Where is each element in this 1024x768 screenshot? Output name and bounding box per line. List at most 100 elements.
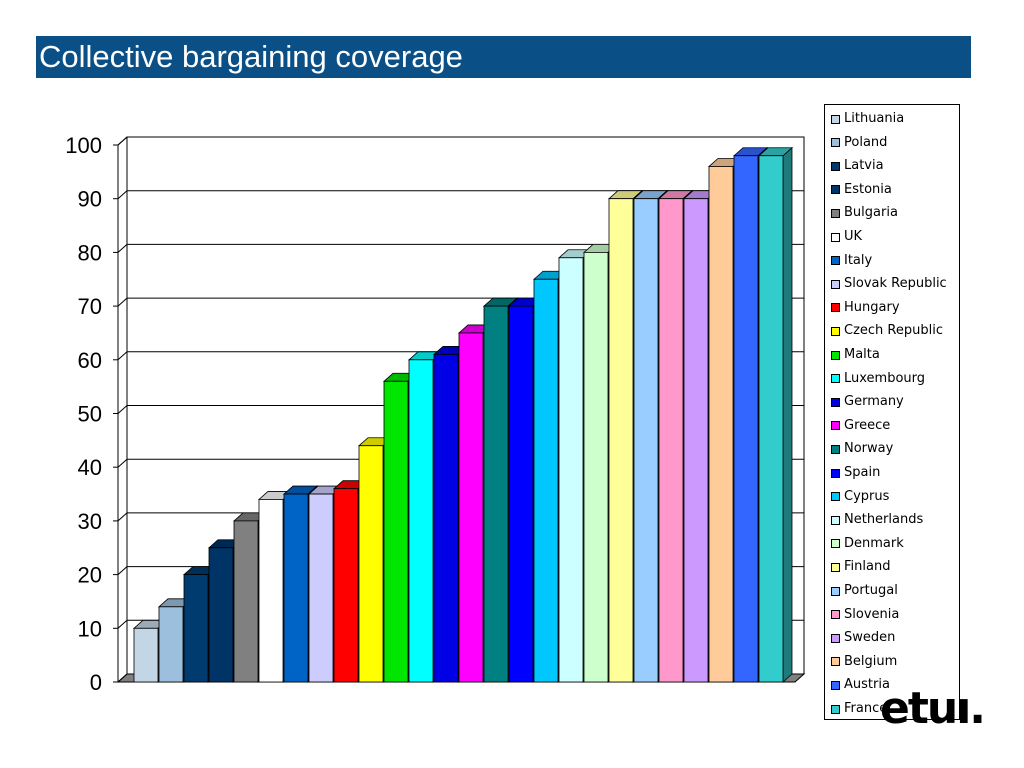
- gridline-side: [117, 458, 128, 468]
- bar-front: [583, 251, 609, 683]
- legend-swatch: [831, 374, 840, 384]
- legend-item: Sweden: [831, 630, 895, 646]
- legend-label: France: [844, 701, 888, 716]
- bar-france: [757, 146, 794, 683]
- bar-front: [283, 493, 309, 683]
- legend-item: Denmark: [831, 536, 904, 552]
- legend-label: Sweden: [844, 630, 896, 646]
- legend-item: Greece: [831, 418, 890, 434]
- gridline-side: [117, 673, 128, 683]
- legend-item: Italy: [831, 253, 872, 269]
- legend-item: Finland: [831, 559, 890, 575]
- legend-item: Estonia: [831, 182, 892, 198]
- legend-swatch: [831, 114, 840, 124]
- legend-label: Poland: [844, 134, 888, 150]
- legend-item: UK: [831, 229, 862, 245]
- bar-front: [383, 380, 409, 683]
- legend-item: Bulgaria: [831, 205, 898, 221]
- chart-title: Collective bargaining coverage: [39, 39, 463, 74]
- bar-side: [782, 146, 793, 683]
- bar-front: [508, 305, 534, 683]
- gridline-side: [117, 190, 128, 200]
- legend-label: Czech Republic: [844, 323, 943, 339]
- legend-swatch: [831, 492, 840, 502]
- bar-front: [333, 488, 359, 683]
- y-axis-tick-label: 100: [65, 133, 102, 158]
- legend-label: Denmark: [844, 535, 904, 551]
- legend-swatch: [831, 161, 840, 171]
- legend-swatch: [831, 704, 840, 714]
- legend-item: Austria: [831, 677, 890, 693]
- legend-item: Belgium: [831, 654, 897, 670]
- legend-label: Malta: [844, 347, 880, 362]
- legend-item: Netherlands: [831, 512, 923, 528]
- y-axis-tick-label: 10: [78, 616, 102, 641]
- gridline-side: [117, 351, 128, 361]
- legend-label: Netherlands: [844, 512, 924, 528]
- gridline-side: [117, 512, 128, 522]
- bar-front: [683, 198, 709, 683]
- y-axis-tick-label: 80: [78, 240, 102, 265]
- gridline-side: [117, 405, 128, 414]
- gridline-side: [117, 297, 128, 307]
- y-axis-tick-label: 50: [78, 402, 102, 427]
- legend-label: Luxembourg: [844, 370, 926, 386]
- legend-swatch: [831, 468, 840, 478]
- bar-front: [483, 305, 509, 683]
- bar-front: [733, 155, 759, 683]
- bar-front: [533, 278, 559, 683]
- bar-front: [433, 354, 459, 683]
- legend-label: Finland: [844, 559, 891, 575]
- legend-item: Norway: [831, 441, 893, 457]
- legend-swatch: [831, 586, 840, 596]
- y-axis-tick-label: 60: [78, 348, 102, 373]
- legend-item: Lithuania: [831, 111, 904, 127]
- bar-front: [183, 574, 209, 683]
- legend-label: Greece: [844, 417, 891, 433]
- gridline-side: [117, 619, 128, 629]
- bar-front: [308, 493, 334, 683]
- legend-item: Portugal: [831, 583, 898, 599]
- legend-item: Spain: [831, 465, 880, 481]
- bar-front: [558, 257, 584, 683]
- legend-label: Latvia: [844, 158, 884, 174]
- legend-swatch: [831, 350, 840, 360]
- legend-item: Luxembourg: [831, 371, 925, 387]
- bar-front: [208, 547, 234, 683]
- y-axis-tick-label: 20: [78, 563, 102, 588]
- legend-swatch: [831, 680, 840, 690]
- legend-label: Bulgaria: [844, 205, 898, 221]
- legend-swatch: [831, 256, 840, 266]
- bar-front: [458, 332, 484, 683]
- bars: [132, 146, 794, 683]
- legend-swatch: [831, 326, 840, 336]
- legend-swatch: [831, 185, 840, 195]
- y-axis-tick-label: 90: [78, 187, 102, 212]
- y-axis-tick-labels: 0 10 20 30 40 50 60 70 80 90 100: [65, 133, 102, 695]
- legend-label: Lithuania: [844, 111, 905, 126]
- legend-label: Cyprus: [844, 488, 890, 504]
- bar-front: [633, 198, 659, 683]
- y-axis-tick-label: 70: [78, 294, 102, 319]
- gridline-side: [117, 566, 128, 575]
- legend-swatch: [831, 539, 840, 549]
- legend-item: Cyprus: [831, 489, 889, 505]
- gridline-side: [117, 244, 128, 253]
- legend-item: Hungary: [831, 300, 900, 316]
- bar-front: [758, 155, 784, 683]
- legend-swatch: [831, 303, 840, 313]
- y-axis-tick-label: 0: [90, 670, 102, 695]
- legend-swatch: [831, 279, 840, 289]
- legend-label: Austria: [844, 677, 890, 693]
- legend-item: Poland: [831, 135, 887, 151]
- legend-label: Norway: [844, 441, 894, 457]
- etui-logo: etuı.: [880, 683, 986, 734]
- legend-label: Germany: [844, 394, 904, 410]
- y-axis-tick-label: 30: [78, 509, 102, 534]
- bar-front: [708, 166, 734, 683]
- legend-label: Slovenia: [844, 606, 900, 622]
- legend-label: Spain: [844, 465, 881, 480]
- legend-label: Slovak Republic: [844, 276, 947, 292]
- legend-item: Malta: [831, 347, 880, 363]
- legend-label: Portugal: [844, 583, 898, 598]
